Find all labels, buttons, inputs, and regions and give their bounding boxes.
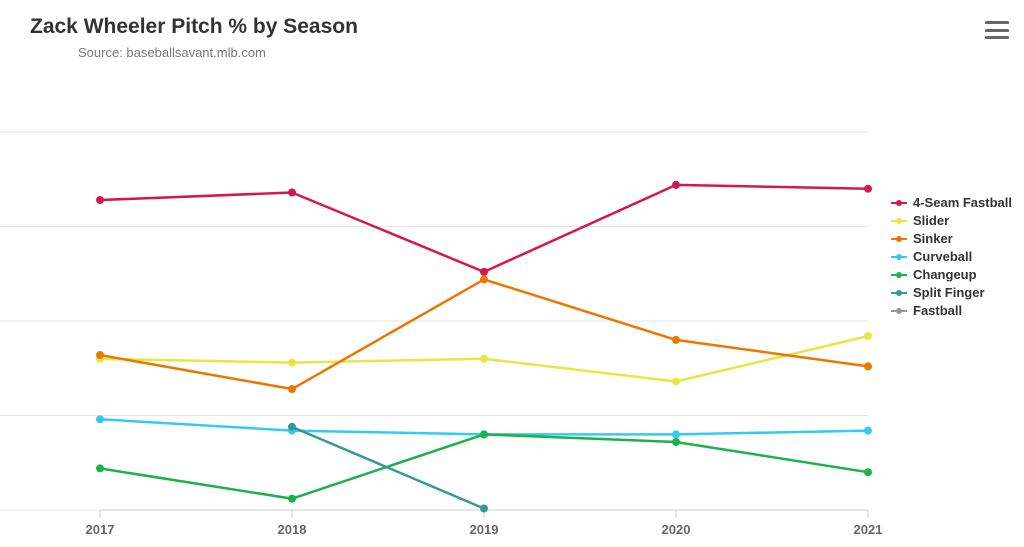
x-axis-label: 2019 [470, 522, 499, 537]
legend-label: Fastball [913, 303, 962, 318]
legend-item[interactable]: Curveball [891, 249, 1012, 264]
series-marker[interactable] [480, 275, 488, 283]
series-marker[interactable] [96, 415, 104, 423]
series-marker[interactable] [864, 468, 872, 476]
legend-label: Slider [913, 213, 949, 228]
hamburger-menu-icon[interactable] [985, 19, 1009, 41]
legend-label: Sinker [913, 231, 953, 246]
x-axis-label: 2021 [854, 522, 883, 537]
series-marker[interactable] [864, 185, 872, 193]
chart-legend: 4-Seam Fastball Slider Sinker Curveball Chan… [891, 195, 1012, 321]
series-marker[interactable] [672, 430, 680, 438]
series-marker[interactable] [96, 196, 104, 204]
series-marker[interactable] [480, 355, 488, 363]
legend-item[interactable]: Changeup [891, 267, 1012, 282]
series-marker[interactable] [480, 504, 488, 512]
series-marker[interactable] [288, 188, 296, 196]
chart-plot-area: 2017 2018 2019 2020 2021 [0, 80, 1024, 540]
legend-label: 4-Seam Fastball [913, 195, 1012, 210]
series-line[interactable] [292, 427, 484, 509]
legend-item[interactable]: Split Finger [891, 285, 1012, 300]
series-marker[interactable] [96, 464, 104, 472]
chart-subtitle: Source: baseballsavant.mlb.com [78, 45, 994, 60]
legend-label: Changeup [913, 267, 977, 282]
series-marker[interactable] [672, 181, 680, 189]
series-marker[interactable] [672, 336, 680, 344]
series-marker[interactable] [864, 427, 872, 435]
series-line[interactable] [100, 279, 868, 389]
chart-title: Zack Wheeler Pitch % by Season [30, 15, 994, 39]
x-axis-label: 2017 [86, 522, 115, 537]
series-line[interactable] [100, 185, 868, 272]
series-marker[interactable] [288, 423, 296, 431]
legend-label: Curveball [913, 249, 972, 264]
x-axis-label: 2018 [278, 522, 307, 537]
series-marker[interactable] [96, 351, 104, 359]
series-line[interactable] [100, 434, 868, 498]
series-marker[interactable] [288, 495, 296, 503]
chart-header: Zack Wheeler Pitch % by Season Source: b… [30, 15, 994, 60]
line-chart-svg: 2017 2018 2019 2020 2021 [0, 80, 1024, 540]
series-marker[interactable] [864, 332, 872, 340]
x-axis-label: 2020 [662, 522, 691, 537]
legend-item[interactable]: 4-Seam Fastball [891, 195, 1012, 210]
legend-label: Split Finger [913, 285, 985, 300]
series-marker[interactable] [288, 359, 296, 367]
series-marker[interactable] [672, 377, 680, 385]
series-marker[interactable] [480, 268, 488, 276]
series-marker[interactable] [864, 362, 872, 370]
legend-item[interactable]: Sinker [891, 231, 1012, 246]
series-marker[interactable] [288, 385, 296, 393]
legend-item[interactable]: Fastball [891, 303, 1012, 318]
series-marker[interactable] [672, 438, 680, 446]
series-marker[interactable] [480, 430, 488, 438]
legend-item[interactable]: Slider [891, 213, 1012, 228]
